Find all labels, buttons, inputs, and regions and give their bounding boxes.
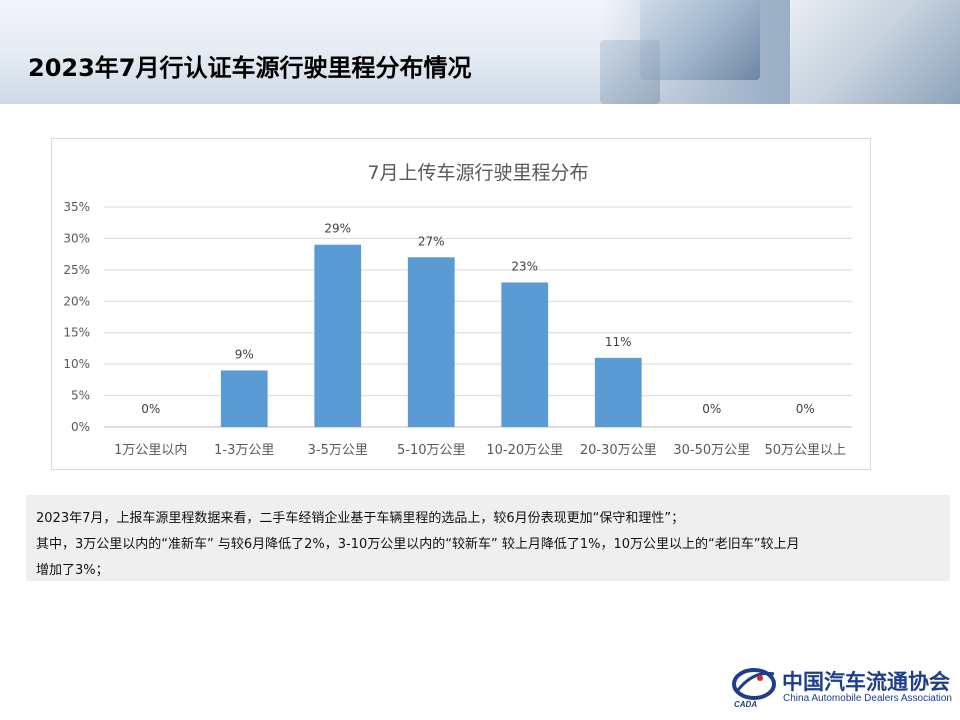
- x-tick-label: 3-5万公里: [308, 443, 368, 458]
- bar-chart: 7月上传车源行驶里程分布 0% 5% 10% 15% 20% 25% 30% 35% 0% 1万公里…: [63, 162, 852, 458]
- bar: [220, 370, 268, 427]
- page-title: 2023年7月行认证车源行驶里程分布情况: [28, 54, 472, 82]
- logo-name-en: China Automobile Dealers Association: [783, 693, 952, 704]
- bar: [407, 257, 455, 427]
- x-tick-label: 50万公里以上: [764, 443, 846, 458]
- notes-panel: 2023年7月，上报车源里程数据来看，二手车经销企业基于车辆里程的选品上，较6月…: [26, 495, 950, 581]
- x-tick-label: 20-30万公里: [580, 443, 657, 458]
- x-tick-label: 1万公里以内: [114, 442, 187, 458]
- x-tick-label: 30-50万公里: [673, 443, 750, 458]
- data-label: 0%: [702, 402, 721, 416]
- decorative-cube: [600, 40, 660, 104]
- data-label: 0%: [796, 402, 815, 416]
- association-logo: CADA 中国汽车流通协会 China Automobile Dealers A…: [730, 660, 952, 710]
- data-label: 27%: [418, 234, 445, 248]
- y-tick-label: 35%: [63, 200, 90, 214]
- chart-container: 7月上传车源行驶里程分布 0% 5% 10% 15% 20% 25% 30% 35% 0% 1万公里…: [51, 138, 871, 470]
- y-tick-label: 30%: [63, 231, 90, 245]
- logo-name-cn: 中国汽车流通协会: [782, 669, 950, 694]
- y-tick-label: 10%: [63, 357, 90, 371]
- y-tick-label: 15%: [63, 326, 90, 340]
- note-line: 增加了3%；: [36, 563, 109, 578]
- y-tick-label: 5%: [71, 389, 90, 403]
- decorative-cube: [640, 0, 760, 80]
- data-label: 9%: [235, 347, 254, 361]
- decorative-cube: [790, 0, 960, 104]
- bar: [314, 244, 362, 427]
- data-label: 29%: [324, 222, 351, 236]
- chart-title: 7月上传车源行驶里程分布: [367, 162, 588, 184]
- logo-mark-text: CADA: [734, 700, 757, 709]
- y-tick-label: 25%: [63, 263, 90, 277]
- logo-mark-icon: CADA: [732, 668, 776, 709]
- bar: [501, 282, 549, 427]
- bar: [594, 357, 642, 427]
- data-label: 11%: [605, 335, 632, 349]
- data-label: 23%: [511, 259, 538, 273]
- data-label: 0%: [141, 402, 160, 416]
- x-tick-label: 10-20万公里: [486, 443, 563, 458]
- header-banner: 2023年7月行认证车源行驶里程分布情况: [0, 0, 960, 104]
- x-tick-label: 1-3万公里: [214, 443, 274, 458]
- y-tick-label: 0%: [71, 420, 90, 434]
- x-tick-label: 5-10万公里: [397, 443, 466, 458]
- note-line: 其中，3万公里以内的“准新车” 与较6月降低了2%，3-10万公里以内的“较新车…: [36, 537, 800, 552]
- y-tick-label: 20%: [63, 294, 90, 308]
- note-line: 2023年7月，上报车源里程数据来看，二手车经销企业基于车辆里程的选品上，较6月…: [36, 511, 685, 526]
